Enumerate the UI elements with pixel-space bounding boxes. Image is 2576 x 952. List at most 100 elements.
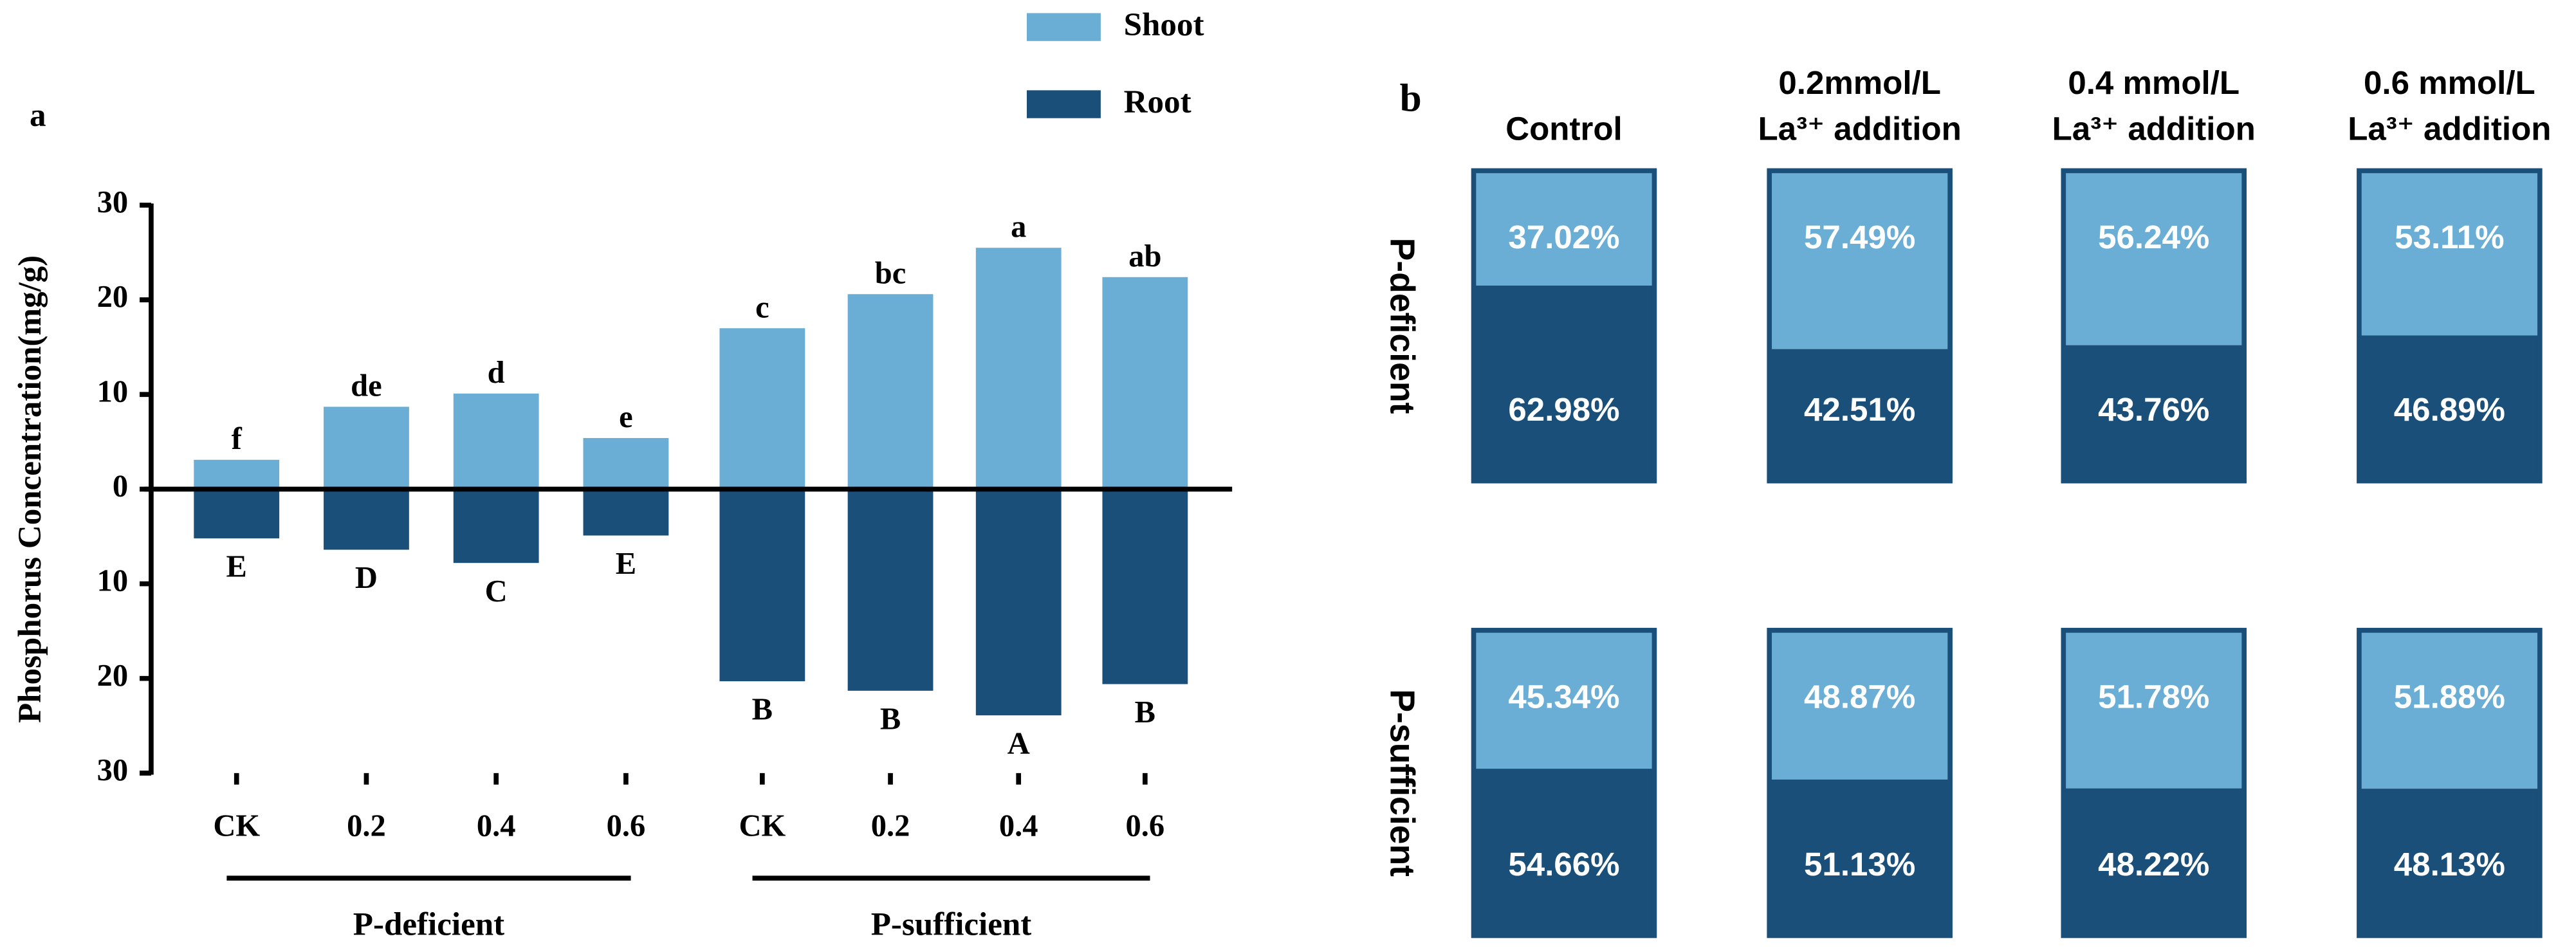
stack-segment	[2359, 630, 2540, 789]
significance-letter: E	[226, 550, 247, 584]
box-outline	[1471, 628, 1657, 938]
x-tick-label: CK	[213, 809, 260, 843]
significance-letter: C	[485, 574, 508, 609]
value-label: 46.89%	[2394, 391, 2505, 428]
column-header: Control	[1505, 111, 1623, 147]
value-label: 42.51%	[1804, 391, 1915, 428]
significance-letter: de	[351, 369, 382, 403]
value-label: 51.13%	[1804, 846, 1915, 883]
x-tick-label: 0.2	[347, 809, 386, 843]
group-label: P-deficient	[353, 906, 504, 942]
value-label: 48.87%	[1804, 679, 1915, 715]
x-tick-label: 0.6	[607, 809, 646, 843]
bar	[453, 393, 539, 490]
box-outline	[2061, 168, 2247, 484]
significance-letter: e	[619, 400, 633, 434]
stack-segment	[1473, 630, 1655, 769]
y-tick-label: 10	[97, 374, 129, 408]
bar	[194, 489, 280, 538]
significance-letter: A	[1007, 727, 1030, 761]
column-header: 0.6 mmol/L	[2364, 64, 2535, 101]
stack-segment	[2063, 788, 2245, 936]
stack-segment	[2063, 630, 2245, 789]
significance-letter: B	[752, 693, 773, 727]
y-tick-label: 20	[97, 659, 129, 693]
value-label: 62.98%	[1508, 391, 1619, 428]
value-label: 53.11%	[2395, 219, 2504, 255]
bar	[583, 437, 669, 490]
y-tick-label: 30	[97, 185, 129, 219]
significance-letter: ab	[1128, 239, 1161, 273]
stack-segment	[1769, 779, 1951, 936]
stack-segment	[1769, 170, 1951, 349]
value-label: 48.22%	[2098, 846, 2209, 883]
row-label: P-deficient	[1383, 238, 1421, 414]
box-outline	[2357, 628, 2543, 938]
bar	[847, 489, 934, 691]
stack-segment	[2063, 345, 2245, 481]
bar	[453, 489, 539, 563]
value-label: 48.13%	[2394, 846, 2505, 883]
bar	[324, 489, 409, 550]
value-label: 51.78%	[2098, 679, 2209, 715]
significance-letter: bc	[875, 256, 906, 290]
bar	[719, 328, 805, 490]
panel-label: a	[30, 97, 46, 133]
bar	[583, 489, 669, 536]
stack-segment	[1473, 769, 1655, 936]
box-outline	[1471, 168, 1657, 484]
significance-letter: a	[1011, 210, 1026, 244]
significance-letter: f	[232, 422, 243, 456]
column-header: La³⁺ addition	[2052, 111, 2256, 147]
y-axis-label: Phosphorus Concentration(mg/g)	[12, 255, 48, 723]
value-label: 56.24%	[2098, 219, 2209, 255]
stack-segment	[1769, 349, 1951, 481]
stack-segment	[2359, 335, 2540, 481]
value-label: 37.02%	[1508, 219, 1619, 255]
panel-label: b	[1400, 76, 1422, 120]
significance-letter: B	[880, 702, 901, 736]
y-tick-label: 0	[113, 470, 128, 504]
value-label: 54.66%	[1508, 846, 1619, 883]
x-tick-label: 0.4	[477, 809, 516, 843]
value-label: 43.76%	[2098, 391, 2209, 428]
bar	[1102, 277, 1188, 490]
y-tick-label: 30	[97, 753, 129, 787]
bar	[847, 294, 934, 490]
legend-swatch	[1026, 13, 1101, 41]
bar	[975, 248, 1062, 490]
x-tick-label: 0.2	[871, 809, 910, 843]
box-outline	[1767, 628, 1953, 938]
value-label: 57.49%	[1804, 219, 1915, 255]
box-outline	[2061, 628, 2247, 938]
significance-letter: d	[488, 356, 505, 390]
stack-segment	[1473, 170, 1655, 286]
bar	[194, 459, 280, 490]
legend-swatch	[1026, 90, 1101, 118]
column-header: La³⁺ addition	[1758, 111, 1961, 147]
significance-letter: D	[355, 561, 378, 595]
significance-letter: E	[616, 547, 636, 581]
bar	[1102, 489, 1188, 684]
significance-letter: c	[755, 290, 769, 324]
legend-label: Shoot	[1124, 7, 1204, 43]
x-tick-label: 0.4	[999, 809, 1038, 843]
box-outline	[2357, 168, 2543, 484]
x-tick-label: CK	[739, 809, 786, 843]
column-header: 0.2mmol/L	[1778, 64, 1941, 101]
bar	[975, 489, 1062, 716]
column-header: 0.4 mmol/L	[2068, 64, 2240, 101]
column-header: La³⁺ addition	[2348, 111, 2551, 147]
value-label: 45.34%	[1508, 679, 1619, 715]
legend-label: Root	[1124, 84, 1191, 120]
y-tick-label: 10	[97, 564, 129, 598]
stack-segment	[2359, 170, 2540, 336]
stack-segment	[1473, 285, 1655, 481]
bar	[324, 407, 409, 490]
group-label: P-sufficient	[871, 906, 1032, 942]
bar	[719, 489, 805, 682]
row-label: P-sufficient	[1383, 689, 1421, 877]
box-outline	[1767, 168, 1953, 484]
